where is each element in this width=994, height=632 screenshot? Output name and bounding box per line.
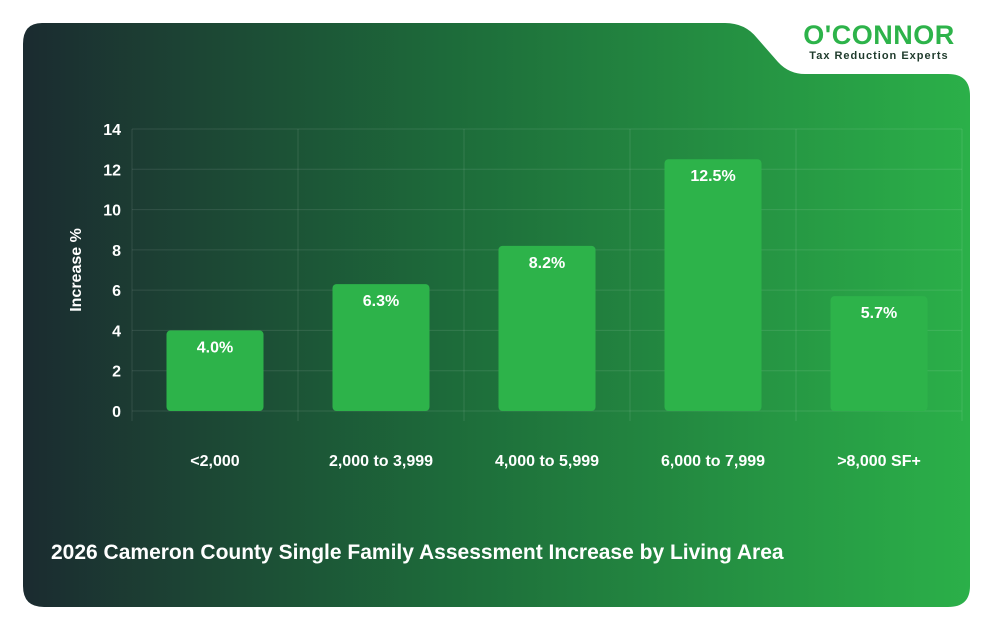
y-tick-label: 8 (112, 243, 121, 260)
x-tick-label: >8,000 SF+ (837, 453, 921, 470)
y-tick-label: 10 (103, 203, 121, 220)
card-background (23, 23, 970, 607)
y-tick-label: 4 (112, 323, 121, 340)
y-tick-label: 14 (103, 122, 121, 139)
bar-value-label: 6.3% (363, 293, 399, 310)
chart-title: 2026 Cameron County Single Family Assess… (51, 541, 784, 564)
y-tick-label: 0 (112, 404, 121, 421)
x-tick-label: <2,000 (190, 453, 239, 470)
brand-logo: O'CONNOR Tax Reduction Experts (786, 20, 972, 63)
bar (332, 284, 430, 411)
y-axis-label: Increase % (68, 228, 85, 312)
y-tick-label: 2 (112, 364, 121, 381)
bar (830, 296, 928, 411)
x-tick-label: 4,000 to 5,999 (495, 453, 599, 470)
brand-tagline: Tax Reduction Experts (809, 50, 949, 62)
labels: 0 2 4 6 8 10 12 14 Increase % 4.0% <2,000 6.3% 2,000… (68, 122, 921, 470)
bar (498, 245, 596, 411)
bar (166, 330, 264, 411)
y-tick-label: 6 (112, 283, 121, 300)
x-tick-label: 2,000 to 3,999 (329, 453, 433, 470)
bars (166, 159, 928, 411)
bar-value-label: 5.7% (861, 305, 897, 322)
y-tick-label: 12 (103, 162, 121, 179)
bar-value-label: 12.5% (690, 168, 735, 185)
bar-value-label: 4.0% (197, 339, 233, 356)
bar (664, 159, 762, 411)
brand-name: O'CONNOR (803, 20, 955, 50)
x-tick-label: 6,000 to 7,999 (661, 453, 765, 470)
bar-value-label: 8.2% (529, 255, 565, 272)
